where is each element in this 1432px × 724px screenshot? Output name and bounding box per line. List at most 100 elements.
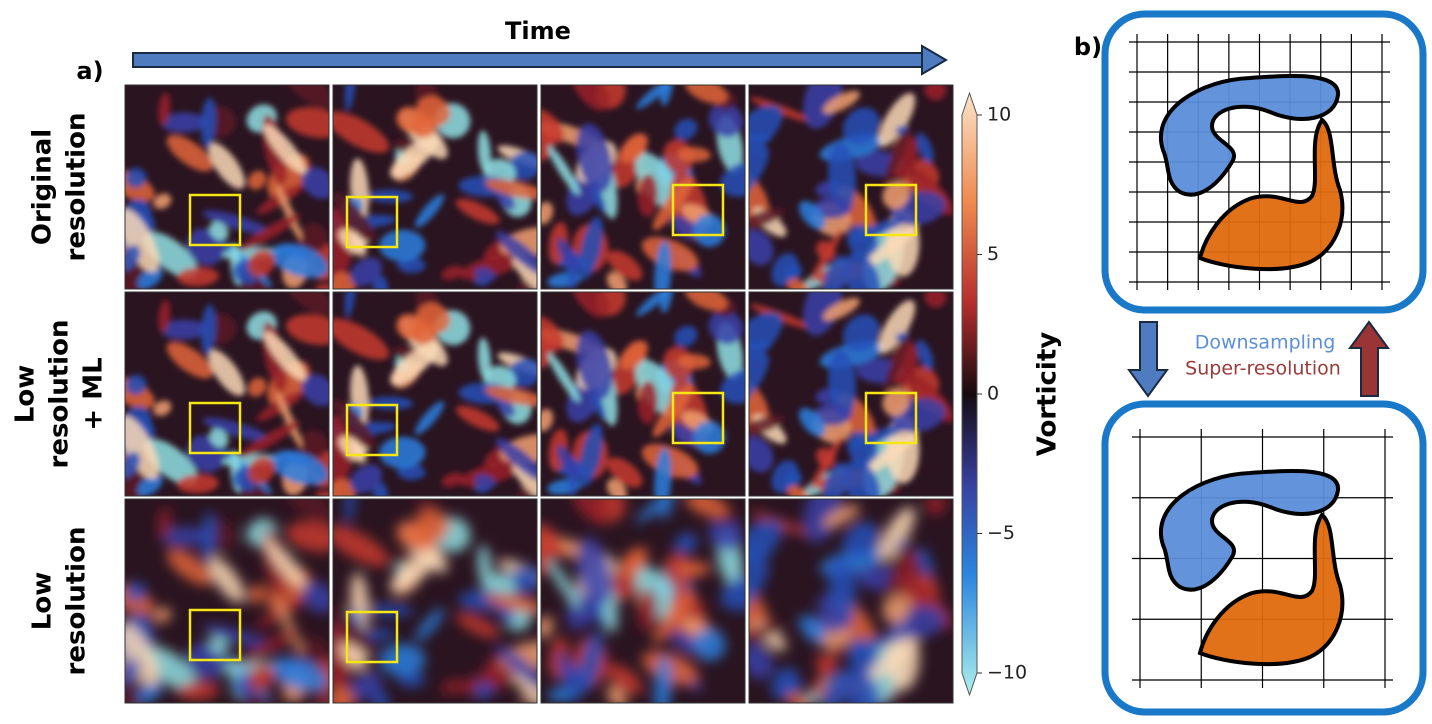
vortex: [576, 537, 613, 607]
vortex: [637, 173, 658, 217]
vortex: [916, 546, 934, 578]
panel-border: [540, 84, 746, 290]
vortex: [349, 671, 383, 701]
vortex: [556, 652, 579, 685]
vortex: [843, 459, 881, 496]
panel-border: [540, 498, 746, 704]
vortex: [809, 435, 843, 491]
blue-region: [1159, 468, 1340, 592]
vortex: [202, 210, 270, 235]
vortex: [883, 334, 911, 393]
vortex: [660, 85, 673, 106]
vortex: [247, 456, 275, 485]
vortex: [286, 521, 329, 553]
vortex: [200, 97, 217, 148]
orange-region: [1197, 117, 1345, 272]
vortex: [579, 216, 603, 280]
panel-border: [748, 84, 954, 290]
vortex: [263, 331, 306, 381]
vortex: [379, 643, 426, 676]
vortex: [202, 417, 270, 442]
vortex: [842, 107, 880, 145]
vortex: [809, 642, 843, 698]
vortex: [541, 315, 565, 352]
vorticity-panel: [541, 85, 745, 289]
vortex: [314, 284, 329, 289]
vortex: [916, 132, 934, 164]
vortex: [677, 560, 711, 576]
vortex: [571, 85, 610, 111]
vortex: [749, 548, 773, 558]
vortex: [635, 359, 681, 417]
vortex: [125, 415, 160, 480]
panel-border: [332, 498, 538, 704]
row-label: resolution: [62, 527, 92, 676]
vortex: [749, 134, 773, 144]
vortex: [654, 240, 672, 289]
highlight-box: [345, 195, 399, 249]
vortex: [708, 517, 744, 552]
vortex: [333, 525, 390, 567]
vortex: [620, 340, 649, 370]
vortex: [125, 622, 160, 687]
vortex: [477, 130, 491, 174]
vortex: [298, 430, 329, 460]
vortex: [670, 215, 699, 240]
vortex: [749, 341, 773, 351]
vortex: [333, 399, 376, 450]
vortex: [652, 590, 694, 645]
highlight-box: [671, 183, 725, 237]
vortex: [477, 337, 491, 381]
vortex: [484, 386, 537, 407]
vortex: [843, 666, 881, 703]
vortex: [166, 341, 213, 379]
vortex: [882, 594, 910, 624]
vortex: [798, 407, 826, 437]
vortex: [749, 519, 783, 572]
vortex: [660, 499, 673, 520]
vortex: [916, 339, 934, 371]
vortex: [576, 330, 613, 400]
vortex: [441, 472, 463, 488]
vortex: [153, 607, 172, 623]
vortex: [158, 299, 171, 333]
vortex: [607, 664, 643, 695]
vortex: [176, 681, 219, 701]
vortex: [849, 630, 908, 656]
vortex: [474, 474, 496, 489]
vortex: [674, 118, 698, 140]
vortex: [496, 231, 537, 277]
vortex: [239, 213, 301, 251]
vortex: [547, 145, 581, 196]
vortex-field: [333, 85, 537, 289]
panel-border: [124, 84, 330, 290]
vortex: [636, 499, 676, 524]
vortex: [158, 92, 171, 126]
vortex-field: [333, 292, 537, 496]
vortex: [512, 668, 537, 703]
vortex: [813, 403, 852, 426]
vortex: [125, 208, 160, 273]
up-arrow: [1348, 320, 1390, 397]
vortex: [620, 547, 649, 577]
super-resolution-label: Super-resolution: [1185, 358, 1341, 380]
vortex: [125, 581, 147, 602]
vortex: [333, 685, 356, 703]
vortex: [547, 559, 581, 610]
row-label: Low: [28, 572, 58, 630]
vortex-field: [749, 292, 953, 496]
vortex: [636, 292, 676, 317]
vortex: [508, 151, 537, 181]
row-label: resolution: [62, 113, 92, 262]
vortex: [674, 532, 698, 554]
vortex: [298, 637, 329, 667]
vortex: [166, 134, 213, 172]
vortex: [670, 422, 699, 447]
vortex: [784, 470, 802, 488]
vortex: [842, 521, 880, 559]
orange-region: [1197, 512, 1345, 667]
row-label: Low: [11, 365, 41, 423]
vortex-field: [541, 499, 745, 703]
vortex: [415, 608, 445, 642]
